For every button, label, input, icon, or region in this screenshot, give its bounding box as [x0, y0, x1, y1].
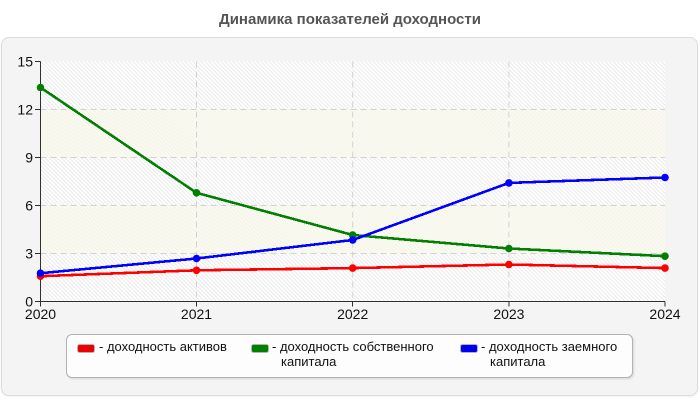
svg-text:0: 0 — [25, 294, 33, 310]
svg-text:6: 6 — [25, 198, 33, 214]
svg-text:15: 15 — [17, 54, 33, 70]
svg-text:2020: 2020 — [25, 306, 56, 322]
svg-text:2022: 2022 — [337, 306, 368, 322]
svg-text:12: 12 — [17, 102, 33, 118]
svg-text:2024: 2024 — [649, 306, 680, 322]
svg-text:9: 9 — [25, 150, 33, 166]
svg-text:2023: 2023 — [493, 306, 524, 322]
svg-text:2021: 2021 — [181, 306, 212, 322]
svg-text:3: 3 — [25, 246, 33, 262]
